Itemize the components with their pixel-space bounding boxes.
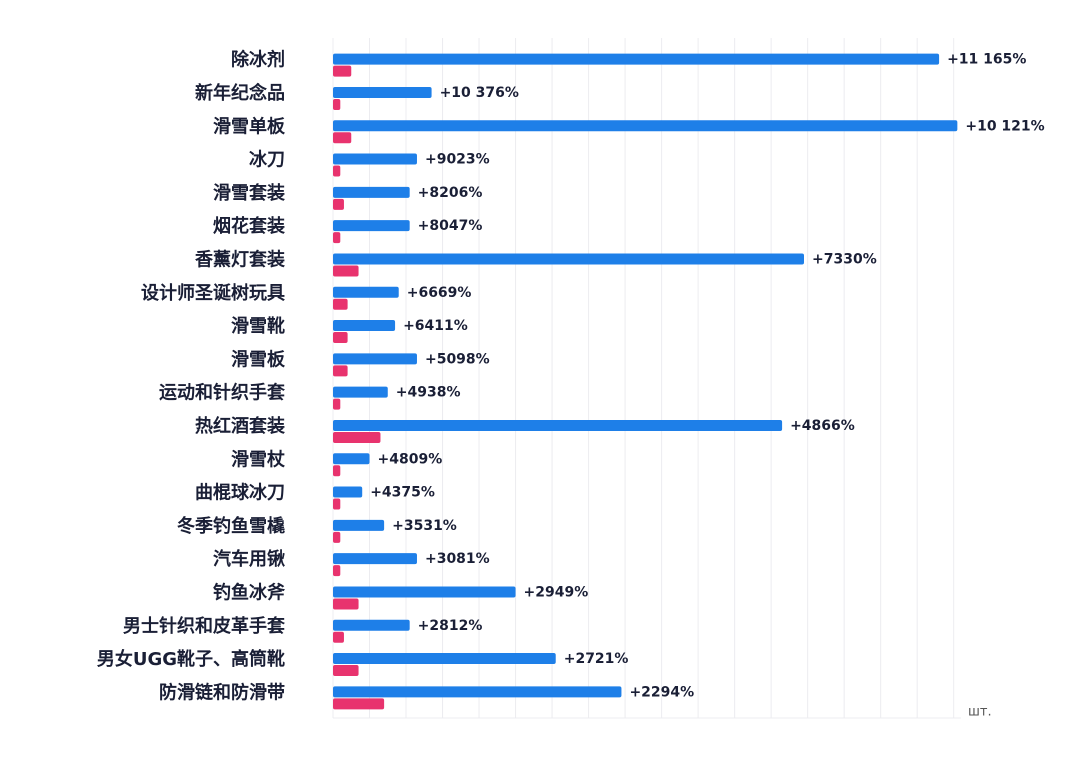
bar [333,120,958,132]
bar [333,198,344,210]
bar [333,519,385,531]
growth-label: +4938% [396,385,461,401]
bar [333,232,341,244]
bar [333,320,396,332]
bar [333,220,410,232]
category-label: 男女UGG靴子、高筒靴 [97,648,285,670]
bar [333,286,399,298]
growth-label: +2721% [564,651,629,667]
bar [333,132,352,144]
growth-label: +2812% [418,618,483,634]
growth-label: +8206% [418,185,483,201]
bar [333,153,417,165]
category-label: 冬季钓鱼雪橇 [177,515,285,537]
category-label: 运动和针织手套 [159,382,285,404]
bar [333,98,341,110]
bar [333,386,388,398]
bar [333,653,556,665]
growth-label: +8047% [418,218,483,234]
bar [333,65,352,77]
bar [333,686,622,698]
growth-label: +10 376% [440,85,519,101]
category-label: 除冰剂 [231,49,285,71]
bar [333,353,417,365]
bar [333,665,359,677]
bar [333,53,940,65]
bar [333,465,341,477]
growth-label: +6669% [407,285,472,301]
bar [333,431,381,443]
growth-label: +4866% [790,418,855,434]
bar [333,86,432,98]
bar [333,332,348,344]
bar [333,498,341,510]
category-label: 滑雪单板 [213,115,286,137]
category-label: 冰刀 [249,149,285,171]
growth-label: +4809% [378,451,443,467]
category-label: 曲棍球冰刀 [195,482,285,504]
bar [333,453,370,465]
bar [333,398,341,410]
bar [333,619,410,631]
bar [333,553,417,565]
category-label: 汽车用锹 [213,548,286,570]
growth-label: +4375% [370,485,435,501]
category-label: 烟花套装 [213,215,285,237]
bar [333,298,348,310]
bar [333,586,516,598]
bar [333,365,348,377]
category-label: 滑雪板 [231,348,286,370]
category-label: 滑雪杖 [231,448,285,470]
bar [333,598,359,610]
bar [333,419,783,431]
growth-label: +7330% [812,251,877,267]
category-label: 钓鱼冰斧 [213,581,286,603]
bar [333,486,363,498]
category-label: 香薰灯套装 [194,248,285,270]
unit-label: шт. [968,705,992,720]
growth-label: +5098% [425,351,490,367]
growth-label: +3081% [425,551,490,567]
growth-label: +3531% [392,518,457,534]
growth-label: +2294% [629,684,694,700]
bar [333,698,385,710]
category-label: 滑雪套装 [213,182,285,204]
category-label: 新年纪念品 [195,82,285,104]
bar [333,631,344,643]
growth-label: +6411% [403,318,468,334]
growth-label: +9023% [425,152,490,168]
bar [333,531,341,543]
bar [333,565,341,577]
growth-label: +10 121% [965,118,1044,134]
growth-label: +2949% [524,584,589,600]
growth-label: +11 165% [947,52,1026,68]
category-label: 设计师圣诞树玩具 [141,282,285,304]
bar [333,253,804,265]
bar [333,186,410,198]
category-label: 滑雪靴 [231,315,285,337]
bar [333,165,341,177]
bar [333,265,359,277]
category-label: 热红酒套装 [195,415,285,437]
category-label: 防滑链和防滑带 [159,681,285,703]
category-label: 男士针织和皮革手套 [123,615,285,637]
